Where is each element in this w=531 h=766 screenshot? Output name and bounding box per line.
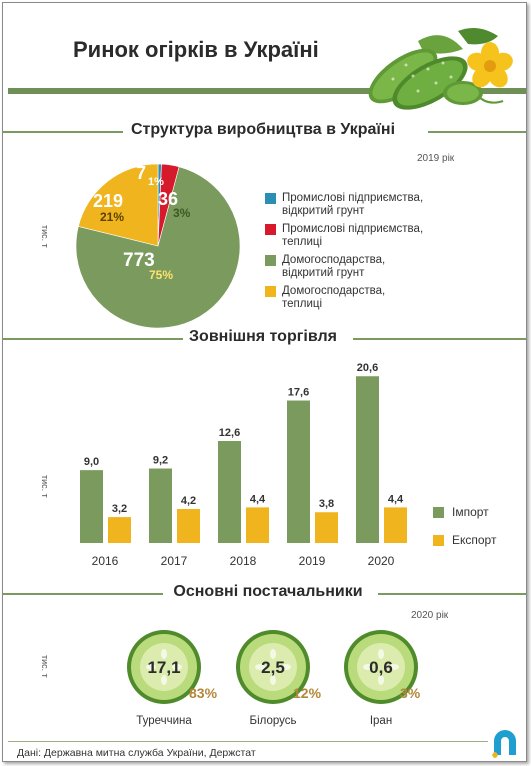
suppliers-unit-label: тис. т	[40, 655, 50, 678]
footer-divider	[8, 741, 488, 742]
pie-slice-3	[78, 163, 159, 247]
cucumber-slice-icon	[236, 630, 310, 704]
export-bar-2017	[177, 509, 200, 543]
pie-label-value-household-greenhouse: 219	[93, 191, 124, 211]
trade-unit-label: тис. т	[40, 475, 50, 498]
supplier-country-iran: Іран	[369, 715, 393, 727]
export-bar-2018	[246, 507, 269, 543]
x-tick-2017: 2017	[161, 554, 188, 568]
supplier-value-belarus: 2,5	[261, 658, 285, 677]
legend-text-line1: Домогосподарства,	[282, 285, 386, 297]
cucumber-slice-icon	[344, 630, 418, 704]
production-title-line-right	[428, 131, 526, 133]
trade-legend: Імпорт Експорт	[433, 505, 496, 547]
pie-label-percent-industry-greenhouse: 3%	[173, 206, 191, 220]
import-bar-2019	[287, 400, 310, 543]
x-tick-2019: 2019	[299, 554, 326, 568]
import-bar-2017	[149, 468, 172, 543]
legend-text-line2: теплиці	[282, 236, 323, 248]
production-pie-chart	[75, 163, 241, 329]
import-label-2017: 9,2	[153, 455, 168, 467]
export-bar-2020	[384, 507, 407, 543]
header-divider	[8, 88, 526, 94]
cucumber-slice-icon	[127, 630, 201, 704]
pie-label-value-industry-greenhouse: 36	[158, 189, 179, 209]
legend-text-line1: Промислові підприємства,	[282, 192, 424, 204]
suppliers-title-line-right	[378, 593, 526, 595]
page-title: Ринок огірків в Україні	[73, 37, 319, 62]
legend-label-export: Експорт	[452, 533, 497, 547]
export-bar-2019	[315, 512, 338, 543]
cucumber-with-flower-icon	[368, 27, 513, 110]
legend-text-line1: Домогосподарства,	[282, 254, 386, 266]
legend-item-export: Експорт	[433, 533, 496, 547]
production-title-line-left	[3, 131, 123, 133]
brand-logo-icon	[492, 730, 516, 758]
import-label-2019: 17,6	[288, 387, 309, 399]
legend-swatch-yellow	[265, 286, 276, 297]
export-label-2019: 3,8	[319, 498, 334, 510]
legend-text-line2: теплиці	[282, 298, 323, 310]
suppliers-section-title: Основні постачальники	[173, 583, 363, 600]
import-bar-2018	[218, 441, 241, 543]
x-tick-2016: 2016	[92, 554, 119, 568]
supplier-value-iran: 0,6	[369, 658, 393, 677]
import-label-2018: 12,6	[219, 427, 240, 439]
import-bar-2020	[356, 376, 379, 543]
legend-item-household-open: Домогосподарства, відкритий грунт	[265, 254, 475, 280]
legend-swatch-green	[265, 255, 276, 266]
legend-text-line1: Промислові підприємства,	[282, 223, 424, 235]
export-label-2016: 3,2	[112, 503, 127, 515]
legend-swatch-red	[265, 224, 276, 235]
pie-label-percent-household-greenhouse: 21%	[100, 210, 125, 224]
legend-item-import: Імпорт	[433, 505, 496, 519]
trade-title-line-left	[3, 338, 183, 340]
x-tick-2020: 2020	[368, 554, 395, 568]
x-tick-2018: 2018	[230, 554, 257, 568]
export-label-2020: 4,4	[388, 493, 404, 505]
supplier-percent-iran: 3%	[400, 685, 421, 701]
pie-label-percent-household-open: 75%	[149, 268, 174, 282]
legend-label-import: Імпорт	[452, 505, 489, 519]
supplier-country-belarus: Білорусь	[249, 715, 297, 727]
import-label-2020: 20,6	[357, 362, 378, 374]
supplier-percent-belarus: 12%	[293, 685, 322, 701]
suppliers-title-line-left	[3, 593, 163, 595]
production-section-title: Структура виробництва в Україні	[130, 121, 396, 138]
pie-label-value-industry-open: 7	[136, 163, 147, 183]
legend-swatch-export	[433, 535, 444, 546]
production-year-note: 2019 рік	[417, 153, 455, 164]
legend-item-household-greenhouse: Домогосподарства, теплиці	[265, 285, 475, 311]
import-label-2016: 9,0	[84, 456, 99, 468]
source-note: Дані: Державна митна служба України, Дер…	[17, 747, 256, 759]
pie-label-percent-industry-open: 1%	[148, 176, 164, 188]
supplier-value-turkey: 17,1	[147, 658, 181, 677]
export-bar-2016	[108, 517, 131, 543]
production-unit-label: тис. т	[40, 225, 50, 248]
legend-text-line2: відкритий грунт	[282, 205, 365, 217]
pie-label-value-household-open: 773	[123, 250, 155, 271]
trade-title-line-right	[353, 338, 526, 340]
legend-item-industry-greenhouse: Промислові підприємства, теплиці	[265, 223, 475, 249]
legend-item-industry-open: Промислові підприємства, відкритий грунт	[265, 192, 475, 218]
pie-slice-2	[75, 166, 241, 329]
suppliers-year-note: 2020 рік	[411, 610, 449, 621]
supplier-percent-turkey: 83%	[189, 685, 218, 701]
export-label-2017: 4,2	[181, 495, 196, 507]
legend-text-line2: відкритий грунт	[282, 267, 365, 279]
production-legend: Промислові підприємства, відкритий грунт …	[265, 192, 475, 311]
supplier-country-turkey: Туреччина	[136, 715, 192, 727]
import-bar-2016	[80, 470, 103, 543]
trade-section-title: Зовнішня торгівля	[189, 328, 337, 345]
export-label-2018: 4,4	[250, 493, 266, 505]
legend-swatch-import	[433, 507, 444, 518]
legend-swatch-teal	[265, 193, 276, 204]
trade-bar-chart: 9,0 3,2 2016 9,2 4,2 2017 12,6 4,4 2018 17,6 3,8 20…	[80, 362, 407, 568]
